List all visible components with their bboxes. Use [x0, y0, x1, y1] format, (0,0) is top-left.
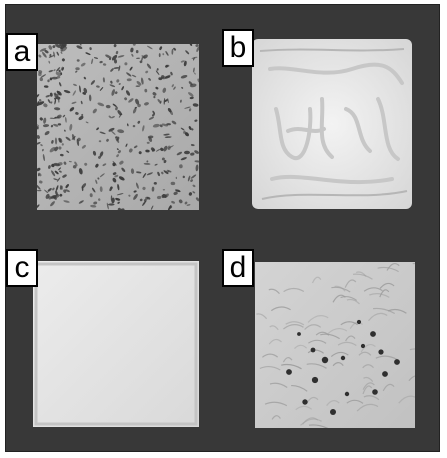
photo-grid: a b c d	[5, 4, 440, 452]
sample-tile-b	[252, 39, 412, 209]
sample-tile-a	[37, 44, 199, 210]
panel-label-c: c	[6, 249, 38, 287]
sample-tile-c	[33, 261, 199, 427]
panel-label-d: d	[222, 249, 254, 287]
panel-label-b: b	[222, 29, 254, 67]
panel-label-a: a	[6, 33, 38, 71]
sample-tile-d	[255, 262, 415, 428]
